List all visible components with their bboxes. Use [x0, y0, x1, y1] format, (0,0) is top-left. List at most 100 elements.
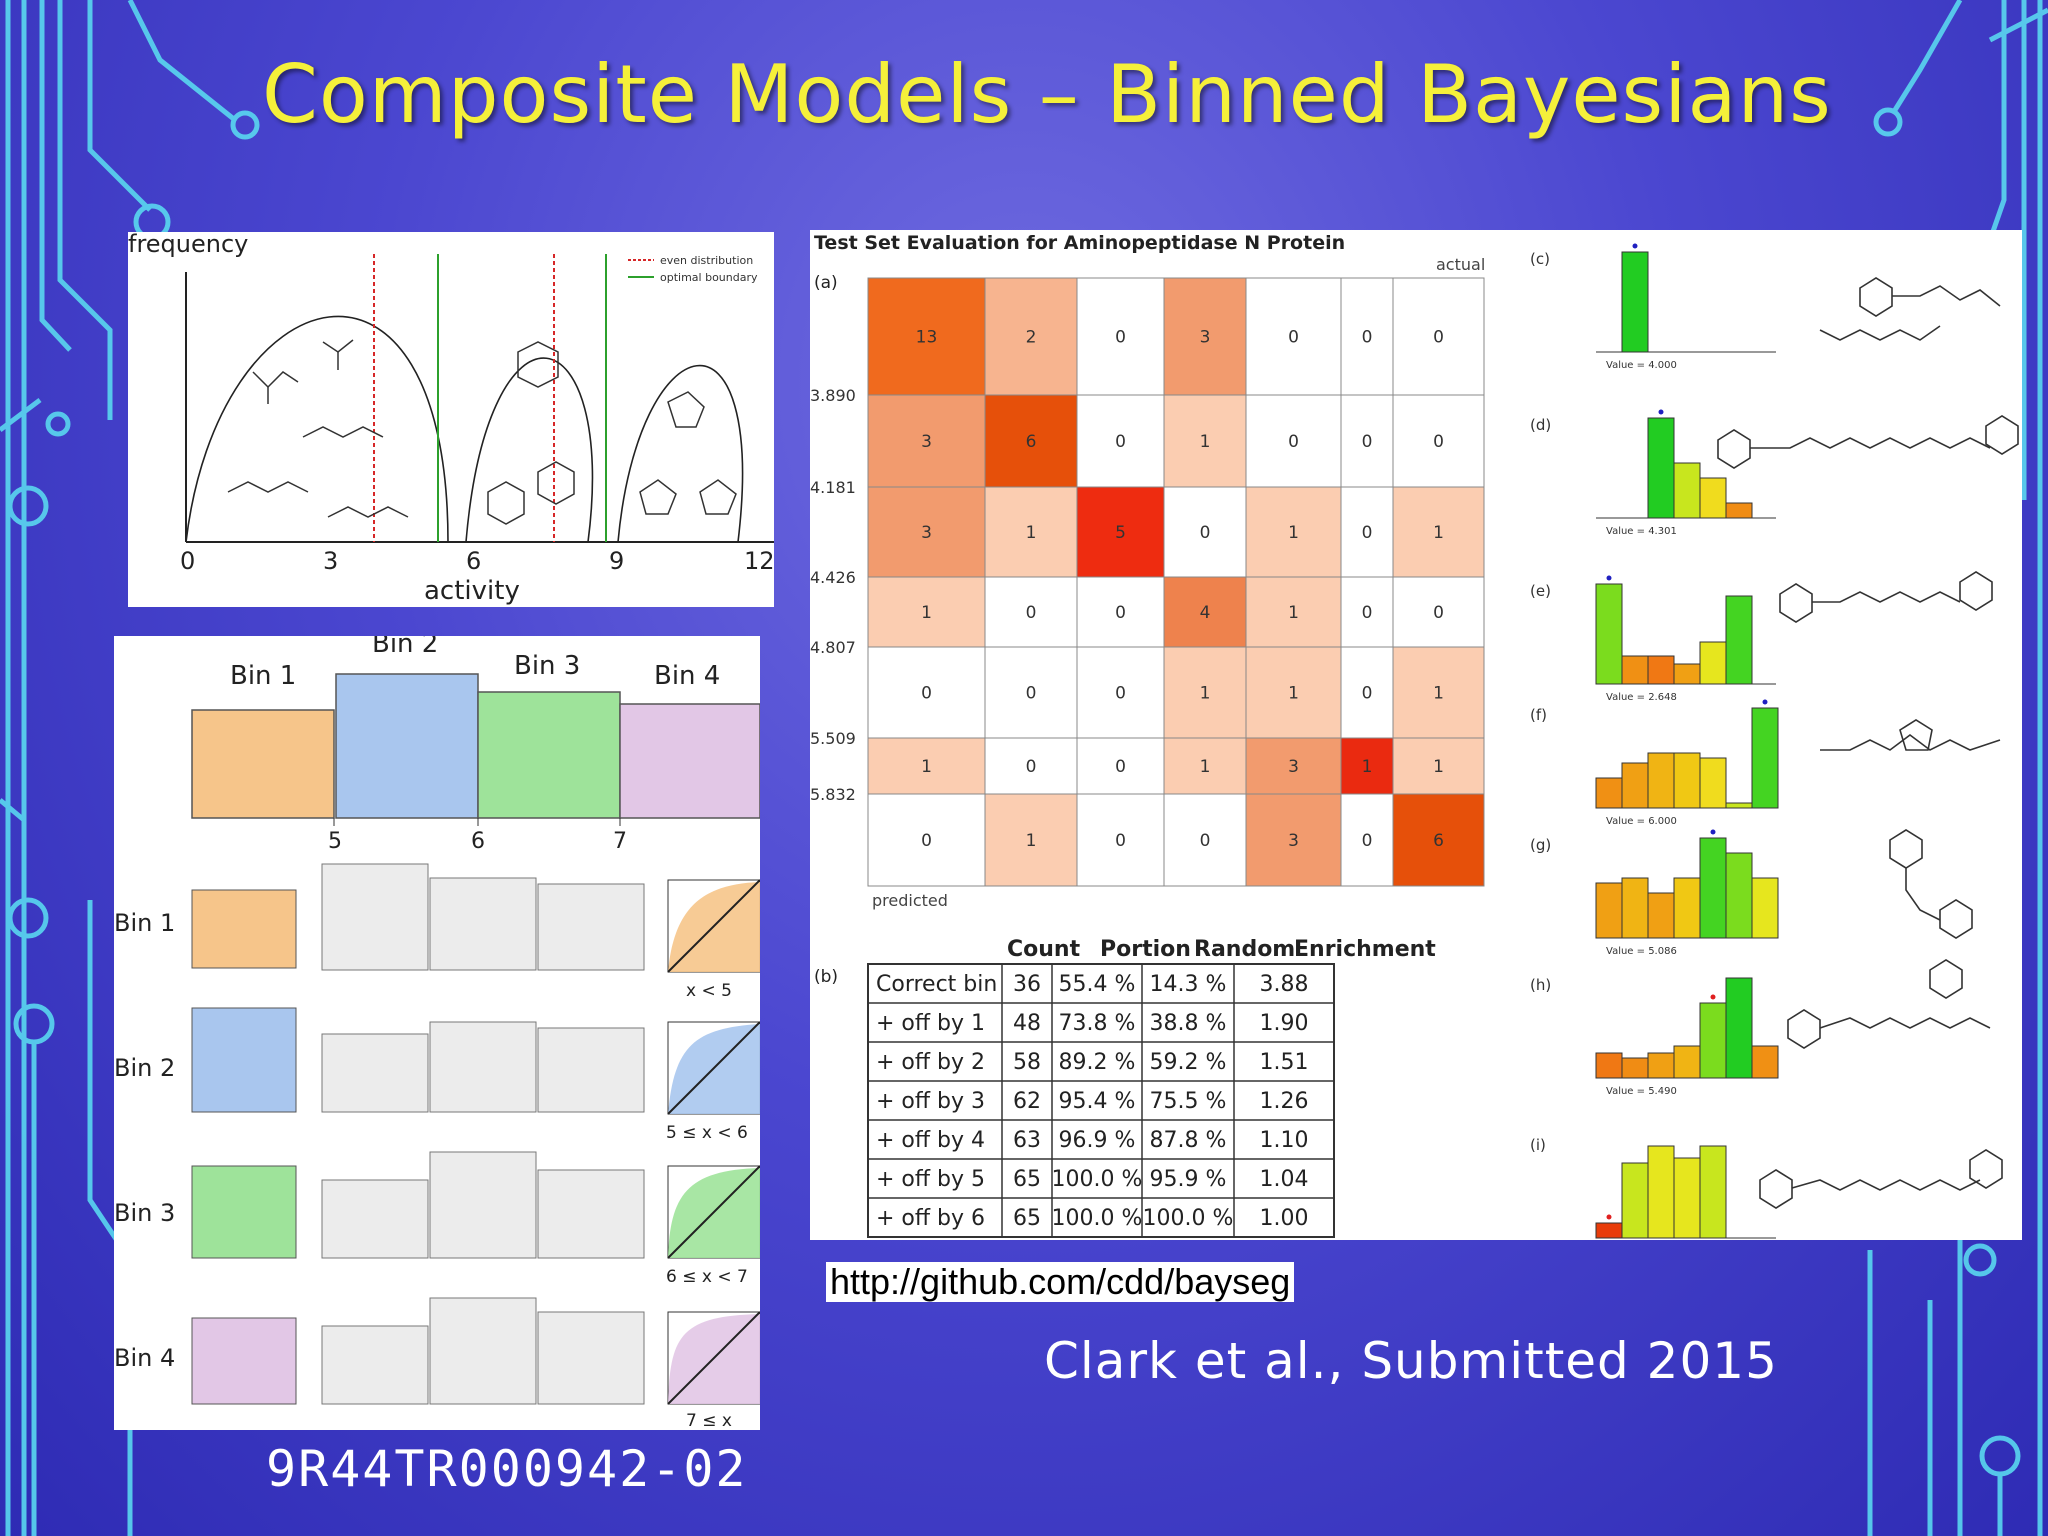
histogram-bar: [1673, 1157, 1701, 1239]
table-cell: 62: [1013, 1089, 1041, 1114]
histogram-bar: [1647, 892, 1675, 939]
table-cell: 3.88: [1260, 972, 1309, 997]
row-bin-1-positive: [191, 889, 297, 969]
histogram-bar: [1621, 1162, 1649, 1239]
row-label-bin-1: Bin 1: [114, 909, 175, 937]
matrix-cell-value: 1: [1200, 432, 1211, 452]
evaluation-title: Test Set Evaluation for Aminopeptidase N…: [814, 232, 1345, 254]
histogram-bar: [1699, 757, 1727, 809]
matrix-cell: [1392, 576, 1485, 648]
matrix-cell: [1163, 486, 1247, 578]
histogram-value: Value = 2.648: [1606, 692, 1677, 703]
matrix-cell: [1245, 576, 1342, 648]
threshold-labels: 3.890 4.181 4.426 4.807 5.509 5.832: [810, 386, 856, 804]
histogram-bar: [1699, 1002, 1727, 1079]
histogram-bar: [1621, 655, 1649, 685]
label-b: (b): [814, 967, 838, 987]
table-cell: 75.5 %: [1150, 1089, 1227, 1114]
xtick-3: 3: [323, 547, 338, 575]
table-cell: 1.90: [1260, 1011, 1309, 1036]
prediction-marker: [1632, 243, 1638, 249]
histogram-value: Value = 5.086: [1606, 946, 1677, 957]
matrix-cell: [1163, 394, 1247, 488]
table-cell: 87.8 %: [1150, 1128, 1227, 1153]
table-cell: 65: [1013, 1206, 1041, 1231]
distribution-curve-1: [185, 315, 449, 543]
prediction-marker: [1710, 829, 1716, 835]
table-cell: 65: [1013, 1167, 1041, 1192]
table-cell: 100.0 %: [1143, 1206, 1234, 1231]
matrix-cell-value: 0: [1433, 328, 1444, 348]
histogram-bar: [1725, 595, 1753, 685]
matrix-cell-value: 1: [1433, 523, 1444, 543]
matrix-cell-value: 0: [1362, 432, 1373, 452]
matrix-cell-value: 0: [1362, 523, 1373, 543]
matrix-cell: [1392, 486, 1485, 578]
table-cell: 1.26: [1260, 1089, 1309, 1114]
table-cell: 55.4 %: [1059, 972, 1136, 997]
bin-box-1: [191, 709, 335, 819]
histogram-bar: [1673, 752, 1701, 809]
histogram-bar: [1699, 1145, 1727, 1239]
matrix-cell: [1340, 793, 1394, 887]
matrix-cell-value: 0: [1433, 603, 1444, 623]
histogram-bar: [1647, 655, 1675, 685]
negative-example-boxes: [321, 863, 645, 1405]
table-header: Portion: [1100, 937, 1191, 962]
matrix-cell-value: 0: [1115, 328, 1126, 348]
matrix-cell: [1163, 646, 1247, 739]
boundary-5: 5: [328, 829, 342, 854]
table-cell: 95.4 %: [1059, 1089, 1136, 1114]
bin-title-4: Bin 4: [654, 661, 720, 691]
matrix-cell: [1163, 737, 1247, 795]
threshold-label: 4.426: [810, 568, 856, 587]
matrix-cell-value: 0: [1362, 831, 1373, 851]
matrix-cell-value: 0: [1026, 603, 1037, 623]
structure-sketches: [1717, 277, 2019, 1209]
legend-even: even distribution: [660, 254, 753, 267]
github-link[interactable]: http://github.com/cdd/bayseg: [826, 1262, 1295, 1302]
table-cell: 59.2 %: [1150, 1050, 1227, 1075]
slide-title: Composite Models – Binned Bayesians: [262, 48, 1832, 141]
matrix-cell: [1245, 394, 1342, 488]
citation: Clark et al., Submitted 2015: [1044, 1332, 1778, 1390]
matrix-cell-value: 3: [921, 432, 932, 452]
matrix-cell: [867, 394, 986, 488]
table-cell: 96.9 %: [1059, 1128, 1136, 1153]
histogram-label: (d): [1530, 416, 1551, 434]
matrix-cell: [984, 646, 1078, 739]
matrix-cell-value: 1: [1026, 831, 1037, 851]
histogram-bar: [1621, 251, 1649, 353]
table-cell: 63: [1013, 1128, 1041, 1153]
matrix-cell-value: 1: [921, 603, 932, 623]
condition-2: 5 ≤ x < 6: [666, 1123, 748, 1143]
row-bin-4-positive: [191, 1317, 297, 1405]
matrix-cell-value: 0: [1362, 684, 1373, 704]
distribution-curve-3: [617, 364, 744, 543]
histogram-bar: [1725, 977, 1753, 1079]
table-cell: Correct bin: [876, 972, 997, 997]
matrix-cell-value: 4: [1200, 603, 1211, 623]
histogram-bar: [1595, 1052, 1623, 1079]
matrix-cell: [867, 737, 986, 795]
frequency-plot: frequency even distribution optimal boun…: [128, 232, 774, 606]
boundary-7: 7: [613, 829, 627, 854]
actual-label: actual: [1436, 255, 1485, 274]
histogram-label: (i): [1530, 1136, 1546, 1154]
prediction-marker: [1762, 699, 1768, 705]
matrix-cell-value: 1: [1288, 684, 1299, 704]
frequency-plot-panel: frequency even distribution optimal boun…: [128, 232, 774, 607]
matrix-cell-value: 0: [1200, 831, 1211, 851]
threshold-label: 3.890: [810, 386, 856, 405]
histogram-value: Value = 5.490: [1606, 1086, 1677, 1097]
histogram-bar: [1699, 477, 1727, 519]
threshold-label: 5.509: [810, 729, 856, 748]
matrix-cell: [1076, 394, 1165, 488]
confusion-matrix: 13 2 0 3 0 0 03 6 0 1 0 0 03 1 5 0 1 0 11 0 0 4 1 0 00 0 0 1 1 0 11 0 0 1…: [867, 277, 1485, 887]
histogram-bar: [1751, 877, 1779, 939]
table-cell: 14.3 %: [1150, 972, 1227, 997]
frequency-xlabel: activity: [424, 576, 520, 606]
matrix-cell-value: 3: [1288, 757, 1299, 777]
row-bin-2-positive: [191, 1007, 297, 1113]
